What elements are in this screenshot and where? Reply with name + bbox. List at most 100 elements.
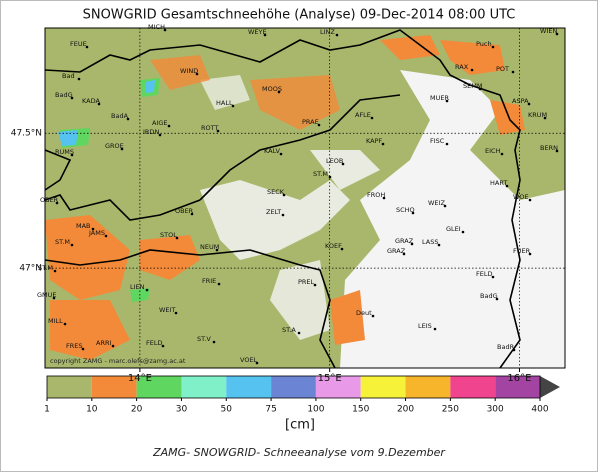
snow-depth-10-20 xyxy=(45,35,525,360)
colorbar-tick-label: 100 xyxy=(307,405,324,415)
colorbar-tick-label: 30 xyxy=(176,405,188,415)
station-label: ST.A xyxy=(282,326,296,334)
colorbar-tick-label: 10 xyxy=(86,405,98,415)
station-dot xyxy=(70,96,74,100)
station-dot xyxy=(478,87,482,91)
station-dot xyxy=(81,347,85,351)
station-dot xyxy=(500,152,504,156)
station-label: FELD xyxy=(476,270,492,278)
station-dot xyxy=(212,340,216,344)
station-dot xyxy=(158,133,162,137)
station-label: SCHO xyxy=(396,206,415,214)
station-dot xyxy=(491,45,495,49)
station-dot xyxy=(70,153,74,157)
station-label: SECK xyxy=(267,188,285,196)
station-dot xyxy=(411,211,415,215)
colorbar-tick-label: 75 xyxy=(265,405,276,415)
colorbar-segment xyxy=(450,376,496,398)
station-dot xyxy=(433,327,437,331)
station-dot xyxy=(215,248,219,252)
station-label: GLEI xyxy=(446,225,461,233)
station-dot xyxy=(341,162,345,166)
station-label: BERN xyxy=(540,144,558,152)
station-dot xyxy=(443,204,447,208)
station-label: FROH xyxy=(367,191,385,199)
station-label: BadR xyxy=(497,343,515,351)
station-label: FRIE xyxy=(202,277,216,285)
station-label: LASS xyxy=(422,238,438,246)
colorbar-unit: [cm] xyxy=(285,418,315,433)
station-label: MAB xyxy=(76,222,91,230)
station-dot xyxy=(175,236,179,240)
station-label: GRAZ xyxy=(395,237,414,245)
station-label: ST.M xyxy=(55,238,70,246)
station-dot xyxy=(255,361,259,365)
station-label: KAPF xyxy=(366,137,383,145)
station-dot xyxy=(313,283,317,287)
station-label: POT xyxy=(496,65,509,73)
station-dot xyxy=(512,348,516,352)
station-dot xyxy=(163,28,167,32)
station-label: Deut xyxy=(356,309,372,317)
station-label: ARRI xyxy=(96,339,111,347)
station-label: AIGE xyxy=(152,119,168,127)
colorbar-segment xyxy=(47,376,92,398)
station-label: WIEN xyxy=(540,27,557,35)
colorbar-tick-label: 250 xyxy=(442,405,459,415)
station-label: MUER xyxy=(430,94,449,102)
station-label: Puch xyxy=(476,40,492,48)
station-label: FELD xyxy=(146,339,162,347)
snow-free-terrain xyxy=(200,70,565,368)
station-dot xyxy=(528,252,532,256)
colorbar-segment xyxy=(495,376,540,398)
station-label: SEMM xyxy=(463,82,482,90)
x-tick-label: 16°E xyxy=(507,373,531,384)
stations: MICH WEYE LINZ WIEN FEUE Puch Bad WIND MOOS RAX PO… xyxy=(37,23,559,365)
station-label: ROTT xyxy=(201,124,218,132)
station-label: IRDN xyxy=(143,128,159,136)
station-label: WIND xyxy=(180,67,198,75)
station-label: GMUE xyxy=(37,291,57,299)
station-label: FISC xyxy=(430,137,445,145)
station-dot xyxy=(77,77,81,81)
station-dot xyxy=(491,275,495,279)
station-dot xyxy=(216,129,220,133)
station-dot xyxy=(470,68,474,72)
station-dot xyxy=(281,213,285,217)
station-dot xyxy=(445,142,449,146)
station-label: GROE xyxy=(105,142,124,150)
colorbar-tick-label: 1 xyxy=(44,405,50,415)
graticule xyxy=(45,28,565,368)
station-dot xyxy=(370,116,374,120)
station-dot xyxy=(231,104,235,108)
colorbar-tick-label: 300 xyxy=(487,405,504,415)
station-dot xyxy=(97,102,101,106)
station-label: MILL xyxy=(48,317,63,325)
station-dot xyxy=(70,243,74,247)
title: SNOWGRID Gesamtschneehöhe (Analyse) 09-D… xyxy=(83,8,516,23)
station-label: LIEN xyxy=(130,283,145,291)
station-label: Bad xyxy=(62,72,75,80)
colorbar-segment xyxy=(181,376,227,398)
station-dot xyxy=(511,70,515,74)
colorbar-segment xyxy=(271,376,316,398)
station-dot xyxy=(297,331,301,335)
station-label: OBER xyxy=(175,207,194,215)
station-dot xyxy=(85,45,89,49)
borders xyxy=(44,29,521,369)
station-dot xyxy=(190,212,194,216)
station-label: HALL xyxy=(216,99,233,107)
station-label: FEUE xyxy=(70,40,87,48)
station-dot xyxy=(63,322,67,326)
station-dot xyxy=(461,230,465,234)
station-dot xyxy=(495,297,499,301)
station-label: LEOB xyxy=(326,157,343,165)
station-dot xyxy=(555,149,559,153)
station-dot xyxy=(528,198,532,202)
station-dot xyxy=(55,201,59,205)
station-dot xyxy=(335,33,339,37)
station-label: EICH xyxy=(485,147,501,155)
station-dot xyxy=(410,242,414,246)
